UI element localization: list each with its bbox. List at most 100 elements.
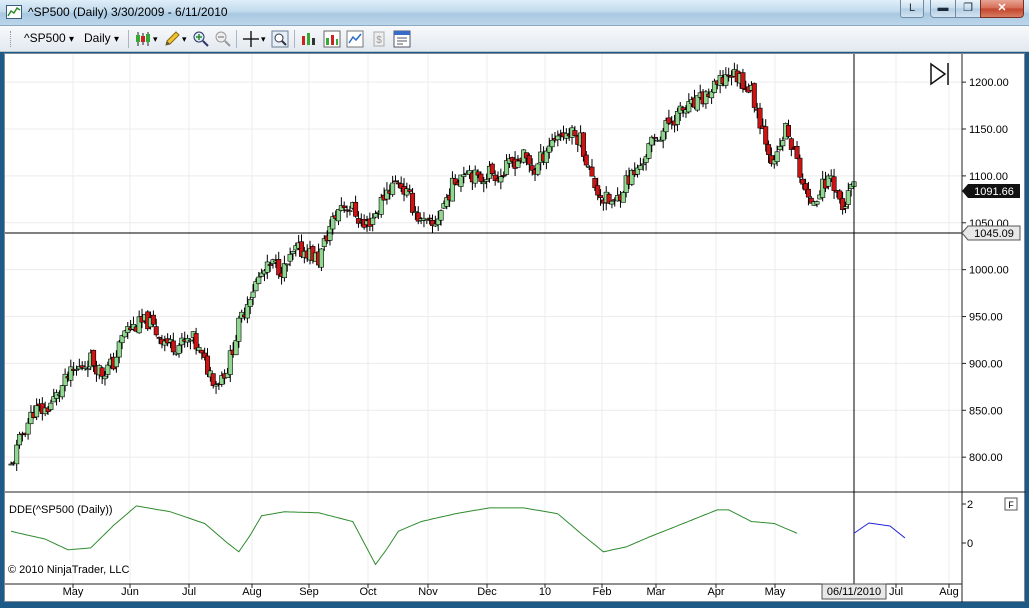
candlestick-style-icon[interactable]: [134, 30, 152, 48]
window-titlebar[interactable]: ^SP500 (Daily) 3/30/2009 - 6/11/2010 L ▬…: [0, 0, 1029, 26]
chart-trader-icon[interactable]: [393, 30, 411, 48]
scroll-to-end-icon[interactable]: [930, 62, 949, 86]
toolbar-separator: [236, 30, 237, 48]
time-axis-label: Sep: [299, 586, 319, 598]
candle: [196, 343, 202, 353]
toolbar-grip[interactable]: [10, 31, 13, 47]
candle-body: [224, 372, 230, 378]
candle: [99, 366, 105, 384]
candle: [842, 201, 848, 214]
candle-body: [803, 183, 809, 191]
candle: [620, 190, 626, 203]
candle: [205, 348, 211, 377]
candle-body: [598, 195, 604, 198]
candle: [298, 234, 304, 259]
candle: [805, 181, 811, 206]
candle: [8, 461, 14, 466]
indicator-panel-button[interactable]: F: [1004, 497, 1018, 511]
candle: [777, 138, 783, 152]
candle-body: [102, 375, 108, 380]
candle-body: [193, 333, 199, 350]
close-button[interactable]: ✕: [980, 0, 1024, 18]
candle-body: [589, 166, 595, 177]
candle: [410, 188, 416, 216]
candle-body: [780, 140, 786, 147]
candle-body: [840, 198, 846, 210]
draw-pencil-icon[interactable]: [163, 30, 181, 48]
candle: [102, 371, 108, 386]
candle: [202, 347, 208, 361]
candle: [85, 360, 91, 377]
minimize-button[interactable]: ▬: [930, 0, 956, 18]
zoom-in-icon[interactable]: [192, 30, 210, 48]
candle-body: [657, 139, 663, 142]
interval-selector[interactable]: Daily ▾: [84, 31, 119, 45]
candle-body: [187, 339, 193, 342]
data-series-icon[interactable]: [300, 30, 318, 48]
candle-body: [777, 146, 783, 150]
instrument-selector[interactable]: ^SP500 ▾: [24, 31, 74, 45]
candle: [267, 262, 273, 272]
chevron-down-icon[interactable]: ▾: [182, 34, 187, 44]
link-button[interactable]: L: [900, 0, 924, 18]
properties-icon[interactable]: $: [370, 30, 388, 48]
candle-body: [256, 276, 262, 284]
maximize-button[interactable]: ❐: [955, 0, 981, 18]
candle-body: [196, 347, 202, 352]
candle-body: [498, 176, 504, 183]
candle-body: [99, 367, 105, 377]
candle-body: [504, 160, 510, 175]
zoom-out-icon[interactable]: [214, 30, 232, 48]
svg-text:$: $: [376, 35, 382, 46]
candle-body: [156, 336, 162, 339]
indicators-icon[interactable]: [323, 30, 341, 48]
candle: [580, 131, 586, 162]
candle: [481, 176, 487, 193]
candle: [800, 173, 806, 190]
candle-body: [298, 241, 304, 257]
crosshair-icon[interactable]: [242, 30, 260, 48]
candle: [253, 278, 259, 292]
price-axis-label: 950.00: [969, 312, 1003, 324]
candle-body: [831, 176, 837, 191]
candle: [498, 168, 504, 190]
candle: [794, 141, 800, 160]
time-axis-label: Dec: [477, 586, 497, 598]
candle-body: [384, 189, 390, 200]
price-axis-label: 1200.00: [969, 77, 1009, 89]
candle: [555, 130, 561, 147]
candle: [831, 168, 837, 199]
candle-body: [583, 154, 589, 166]
candle-body: [236, 317, 242, 342]
chevron-down-icon[interactable]: ▾: [153, 34, 158, 44]
candle: [840, 191, 846, 215]
candle-body: [837, 190, 843, 200]
candle-body: [14, 444, 20, 465]
candle: [244, 296, 250, 324]
chevron-down-icon[interactable]: ▾: [261, 34, 266, 44]
candle: [370, 213, 376, 232]
candle-body: [281, 263, 287, 278]
candle-body: [8, 463, 14, 466]
magnifier-icon[interactable]: [271, 30, 289, 48]
candle: [378, 193, 384, 218]
candle-body: [410, 192, 416, 213]
candle: [660, 127, 666, 149]
candle: [438, 209, 444, 226]
candle: [666, 109, 672, 125]
candle: [330, 212, 336, 235]
candle: [774, 145, 780, 167]
chart-panel[interactable]: 1200.00 1150.00 1100.00 1050.00 1000.00 950.0…: [4, 53, 1026, 603]
candle-body: [751, 83, 757, 108]
candle-body: [845, 190, 851, 205]
candle: [449, 171, 455, 202]
price-chart[interactable]: 1200.001150.001100.001050.001000.00950.0…: [5, 54, 1026, 603]
candle-body: [48, 402, 54, 410]
candle: [635, 164, 641, 178]
candle-body: [82, 366, 88, 369]
candle: [122, 329, 128, 338]
toolbar-separator: [294, 30, 295, 48]
candle: [233, 334, 239, 356]
strategies-icon[interactable]: [346, 30, 364, 48]
candle: [657, 136, 663, 142]
